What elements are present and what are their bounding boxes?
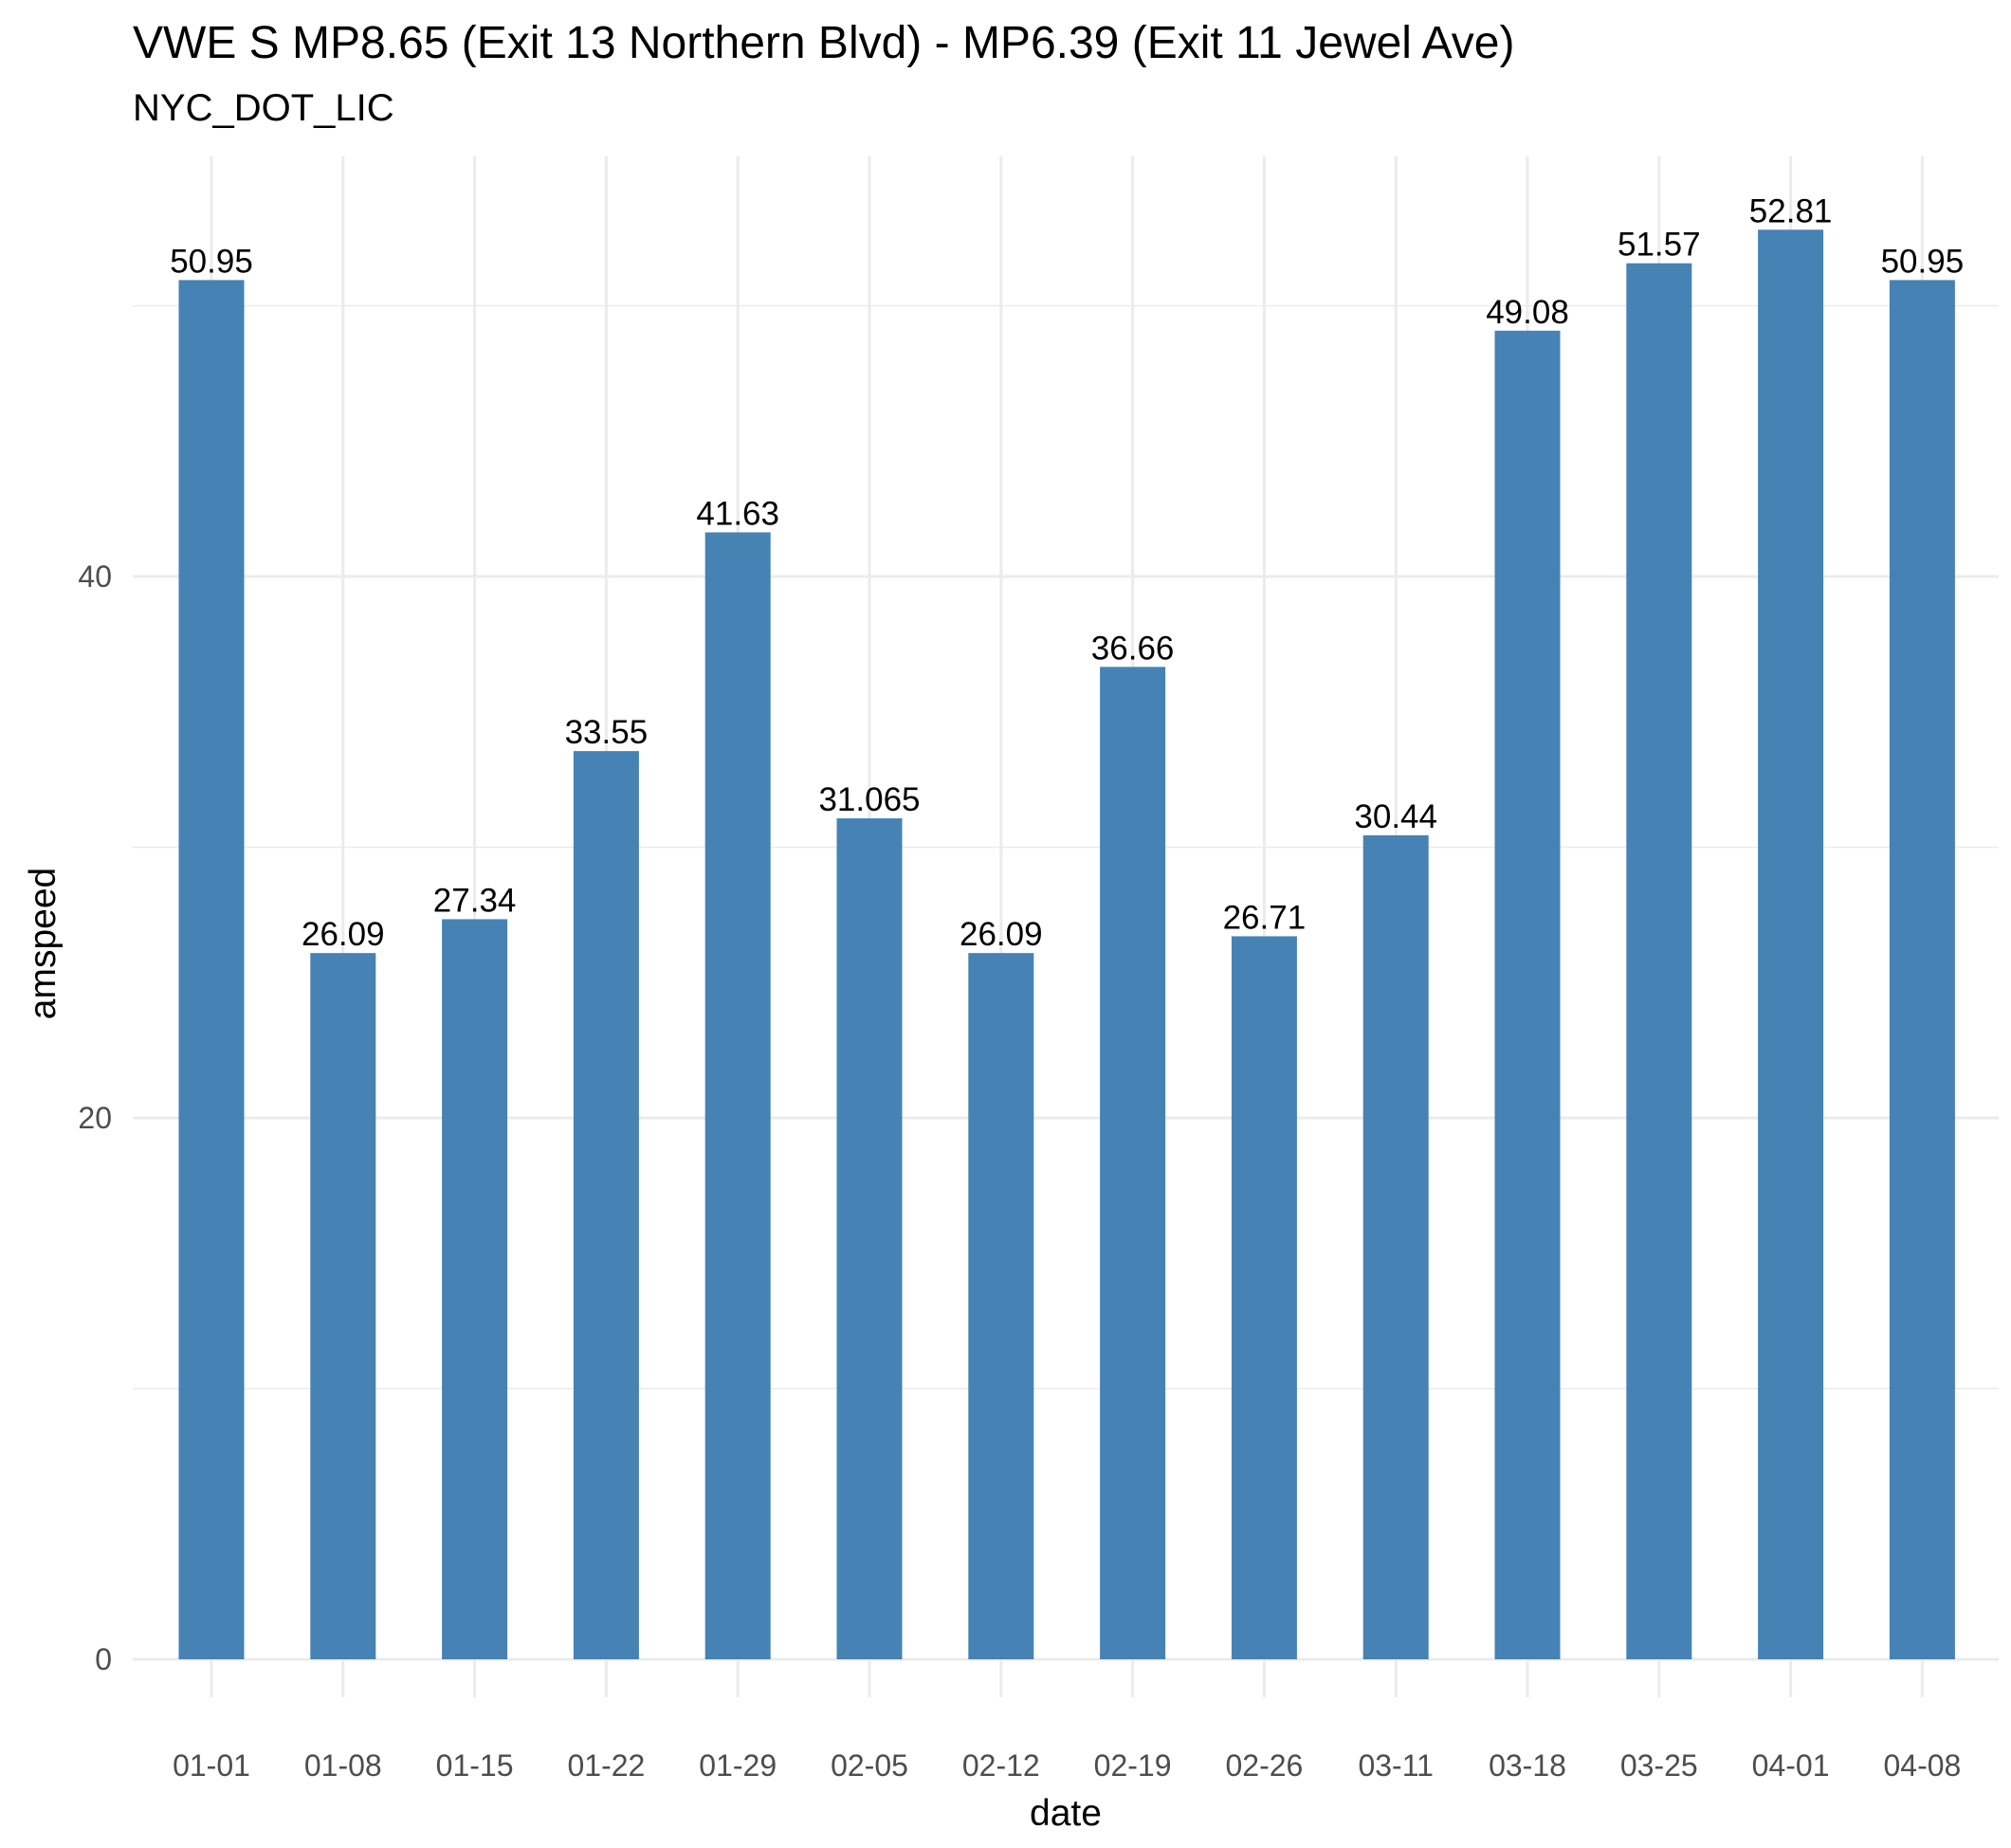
bar-03-18 <box>1494 330 1561 1659</box>
bar-01-08 <box>310 953 376 1659</box>
x-tick-label: 01-15 <box>436 1748 514 1783</box>
bar-01-29 <box>704 532 771 1659</box>
bar-01-15 <box>442 919 508 1659</box>
data-label-04-01: 52.81 <box>1749 192 1833 229</box>
data-label-03-11: 30.44 <box>1354 798 1437 835</box>
x-tick-label: 01-08 <box>304 1748 382 1783</box>
chart-subtitle: NYC_DOT_LIC <box>133 87 394 129</box>
bar-02-12 <box>968 953 1034 1659</box>
x-tick-label: 02-26 <box>1225 1748 1303 1783</box>
x-axis-title: date <box>1030 1793 1102 1834</box>
y-tick-label: 0 <box>95 1642 112 1676</box>
x-tick-label: 02-19 <box>1094 1748 1172 1783</box>
data-label-03-18: 49.08 <box>1486 294 1569 331</box>
x-tick-labels: 01-01 01-08 01-15 01-22 01-29 02-05 02-12 02-19… <box>173 1748 1961 1783</box>
data-label-03-25: 51.57 <box>1618 227 1701 264</box>
data-label-02-05: 31.065 <box>818 781 920 818</box>
y-tick-labels: 0 20 40 <box>78 559 112 1676</box>
x-tick-label: 02-05 <box>831 1748 908 1783</box>
x-tick-label: 03-11 <box>1358 1748 1433 1783</box>
data-label-02-12: 26.09 <box>960 916 1043 953</box>
x-tick-label: 04-08 <box>1883 1748 1961 1783</box>
data-label-01-15: 27.34 <box>433 882 517 919</box>
y-tick-label: 40 <box>78 559 112 594</box>
data-label-04-08: 50.95 <box>1881 243 1965 280</box>
data-label-01-29: 41.63 <box>696 495 779 532</box>
x-tick-label: 01-22 <box>567 1748 645 1783</box>
grid-lines <box>133 156 1999 1697</box>
data-label-01-01: 50.95 <box>170 243 253 280</box>
x-tick-label: 01-01 <box>173 1748 250 1783</box>
x-tick-label: 03-18 <box>1489 1748 1566 1783</box>
data-label-02-19: 36.66 <box>1091 630 1175 667</box>
bar-01-01 <box>178 280 245 1660</box>
data-labels: 50.95 26.09 27.34 33.55 41.63 31.065 26.09 36.6… <box>170 192 1964 953</box>
bar-01-22 <box>573 751 639 1659</box>
bars <box>178 229 1955 1660</box>
bar-02-26 <box>1231 936 1297 1659</box>
bar-04-01 <box>1758 229 1824 1659</box>
x-tick-label: 03-25 <box>1620 1748 1698 1783</box>
bar-04-08 <box>1889 280 1955 1660</box>
x-tick-label: 04-01 <box>1752 1748 1830 1783</box>
bar-02-05 <box>836 818 903 1659</box>
chart-title: VWE S MP8.65 (Exit 13 Northern Blvd) - M… <box>133 18 1515 68</box>
data-label-02-26: 26.71 <box>1223 899 1307 936</box>
bar-03-25 <box>1626 263 1692 1659</box>
y-axis-title: amspeed <box>23 868 64 1019</box>
x-tick-label: 02-12 <box>962 1748 1040 1783</box>
bar-03-11 <box>1362 834 1429 1659</box>
y-tick-label: 20 <box>78 1101 112 1135</box>
data-label-01-22: 33.55 <box>565 714 649 751</box>
x-tick-label: 01-29 <box>699 1748 777 1783</box>
data-label-01-08: 26.09 <box>302 916 385 953</box>
bar-02-19 <box>1100 667 1166 1660</box>
